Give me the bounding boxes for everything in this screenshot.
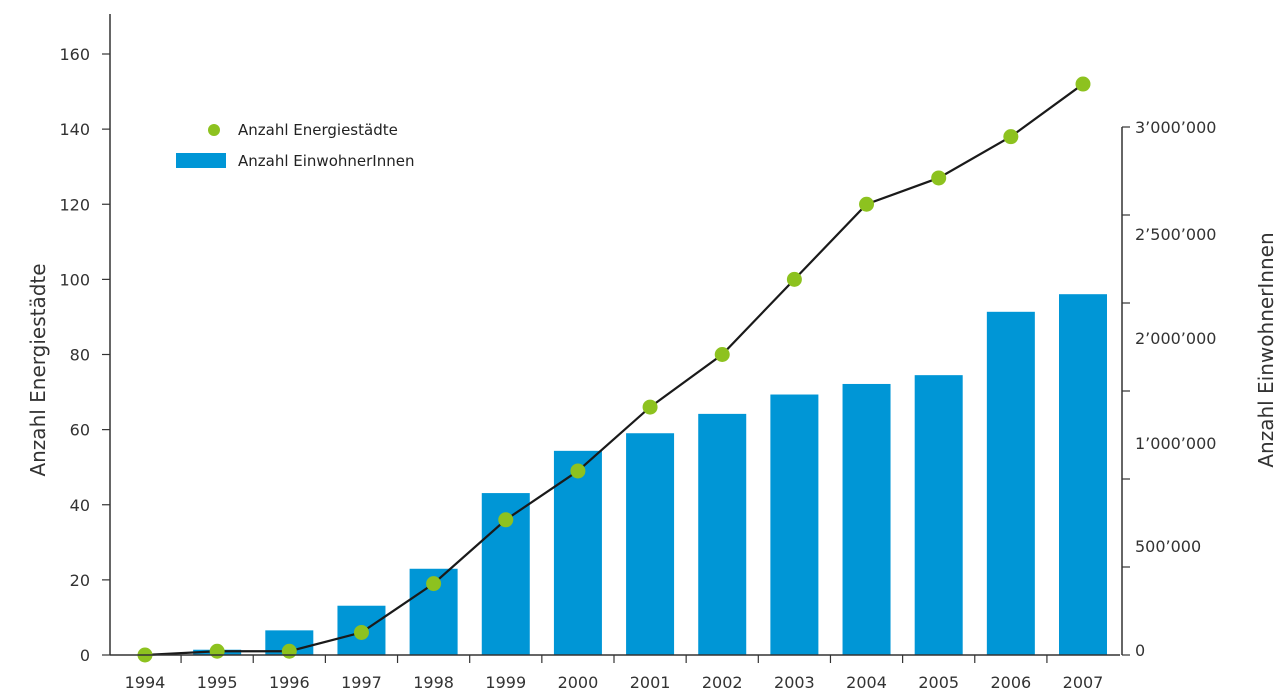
data-point	[498, 512, 514, 528]
bar	[842, 383, 891, 655]
x-axis-tick-label: 1999	[485, 673, 526, 692]
left-axis-tick-label: 160	[59, 45, 90, 64]
legend-label-einwohner: Anzahl EinwohnerInnen	[238, 152, 414, 170]
legend: Anzahl Energiestädte Anzahl EinwohnerInn…	[176, 121, 414, 170]
x-axis-tick-label: 2003	[774, 673, 815, 692]
bar	[914, 375, 963, 655]
right-axis-tick-label: 500’000	[1135, 537, 1201, 556]
x-axis-tick-label: 2006	[990, 673, 1031, 692]
left-axis-tick-label: 20	[70, 571, 90, 590]
data-point	[426, 576, 442, 592]
left-axis-tick-label: 60	[70, 421, 90, 440]
left-axis-title: Anzahl Energiestädte	[26, 263, 50, 476]
legend-label-energiestaedte: Anzahl Energiestädte	[238, 121, 398, 139]
bar	[626, 433, 675, 655]
left-axis-tick-label: 120	[59, 195, 90, 214]
left-axis-tick-label: 80	[70, 346, 90, 365]
left-axis-tick-label: 40	[70, 496, 90, 515]
left-axis-tick-label: 100	[59, 270, 90, 289]
x-axis-tick-label: 2000	[558, 673, 599, 692]
legend-swatch-einwohner	[176, 153, 226, 168]
x-axis-tick-label: 1996	[269, 673, 310, 692]
data-point	[642, 399, 658, 415]
right-axis-tick-label: 2’000’000	[1135, 329, 1216, 348]
x-axis-tick-label: 2002	[702, 673, 743, 692]
bar	[770, 394, 819, 655]
x-axis-tick-label: 2005	[918, 673, 959, 692]
bar	[698, 413, 747, 655]
data-point	[281, 643, 297, 659]
right-axis-tick-label: 2’500’000	[1135, 225, 1216, 244]
data-point	[570, 463, 586, 479]
bar	[553, 450, 602, 655]
right-axis-tick-label: 3’000’000	[1135, 118, 1216, 137]
data-point	[1075, 76, 1091, 92]
data-point	[1003, 129, 1019, 145]
bar	[1059, 294, 1107, 655]
data-point	[859, 196, 875, 212]
data-point	[353, 624, 369, 640]
data-point	[786, 271, 802, 287]
right-axis-title: Anzahl EinwohnerInnen	[1254, 232, 1278, 467]
data-point	[209, 643, 225, 659]
x-axis-tick-label: 1997	[341, 673, 382, 692]
left-axis-tick-label: 0	[80, 646, 90, 665]
data-point	[931, 170, 947, 186]
bar	[986, 311, 1035, 655]
x-axis-tick-label: 2001	[630, 673, 671, 692]
bar-series	[193, 294, 1107, 655]
x-axis-tick-label: 2004	[846, 673, 887, 692]
data-point	[714, 347, 730, 362]
right-axis-tick-label: 1’000’000	[1135, 434, 1216, 453]
energiestaedte-line	[144, 83, 1084, 657]
x-axis-tick-label: 1998	[413, 673, 454, 692]
legend-marker-energiestaedte	[208, 124, 220, 136]
line-series	[137, 76, 1091, 663]
x-axis-tick-label: 1995	[197, 673, 238, 692]
right-axis-tick-label: 0	[1135, 641, 1145, 660]
left-axis-tick-label: 140	[59, 120, 90, 139]
axes: 0 20 40 60 80 100 120 140 160 0 500’000 1’000’000 2’…	[59, 14, 1216, 692]
x-axis-tick-label: 2007	[1063, 673, 1104, 692]
x-axis-tick-label: 1994	[125, 673, 166, 692]
